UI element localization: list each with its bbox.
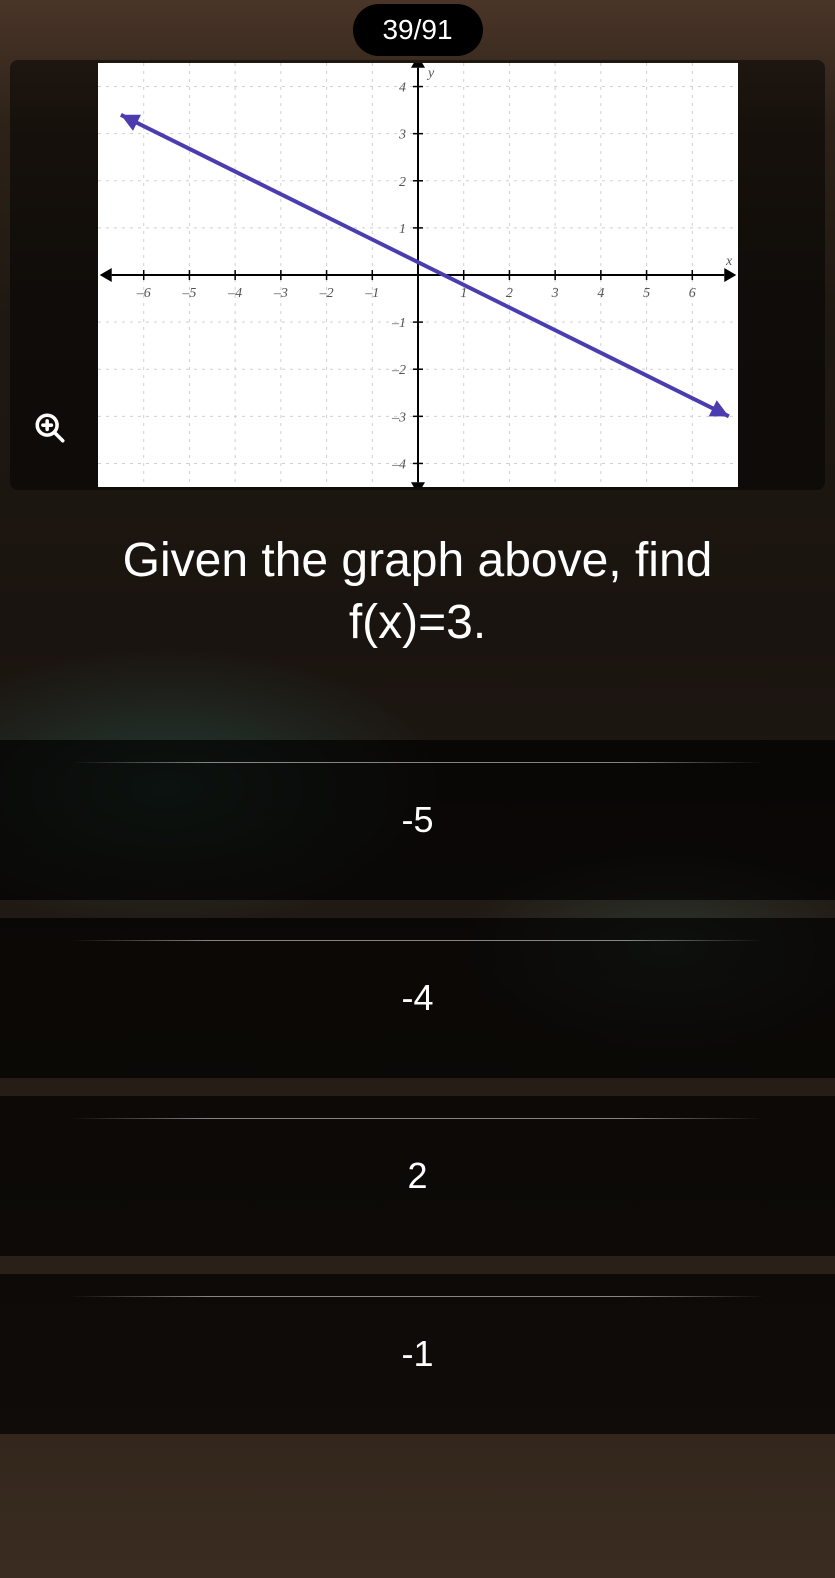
svg-text:–3: –3 [272, 286, 287, 301]
svg-text:–1: –1 [364, 286, 379, 301]
answer-option[interactable]: -1 [0, 1274, 835, 1434]
svg-text:2: 2 [505, 286, 512, 301]
svg-text:6: 6 [688, 286, 695, 301]
zoom-in-button[interactable] [28, 406, 72, 450]
svg-text:3: 3 [398, 128, 406, 143]
answer-option[interactable]: 2 [0, 1096, 835, 1256]
question-image-panel: –6–5–4–3–2–1123456–4–3–2–11234xy [10, 60, 825, 490]
answer-label: -1 [401, 1333, 433, 1375]
svg-text:–4: –4 [391, 457, 406, 472]
svg-text:–3: –3 [391, 410, 406, 425]
svg-text:3: 3 [550, 286, 558, 301]
question-text: Given the graph above, find f(x)=3. [20, 530, 815, 655]
counter-text: 39/91 [382, 14, 452, 45]
svg-text:–5: –5 [181, 286, 196, 301]
graph-chart: –6–5–4–3–2–1123456–4–3–2–11234xy [98, 63, 738, 487]
zoom-in-icon [33, 411, 67, 445]
progress-counter: 39/91 [352, 4, 482, 56]
answer-label: -4 [401, 977, 433, 1019]
question-line-1: Given the graph above, find [20, 530, 815, 592]
svg-text:–6: –6 [135, 286, 150, 301]
answer-option[interactable]: -5 [0, 740, 835, 900]
svg-text:y: y [426, 66, 435, 81]
answer-list: -5 -4 2 -1 [0, 740, 835, 1452]
svg-text:2: 2 [399, 175, 406, 190]
answer-label: -5 [401, 799, 433, 841]
question-line-2: f(x)=3. [20, 592, 815, 654]
svg-text:4: 4 [399, 81, 406, 96]
svg-text:–4: –4 [227, 286, 242, 301]
svg-text:x: x [725, 254, 733, 269]
svg-text:1: 1 [399, 222, 406, 237]
answer-label: 2 [407, 1155, 427, 1197]
svg-text:–1: –1 [391, 316, 406, 331]
svg-text:–2: –2 [318, 286, 333, 301]
answer-option[interactable]: -4 [0, 918, 835, 1078]
svg-text:–2: –2 [391, 363, 406, 378]
svg-text:5: 5 [643, 286, 650, 301]
svg-text:4: 4 [597, 286, 604, 301]
